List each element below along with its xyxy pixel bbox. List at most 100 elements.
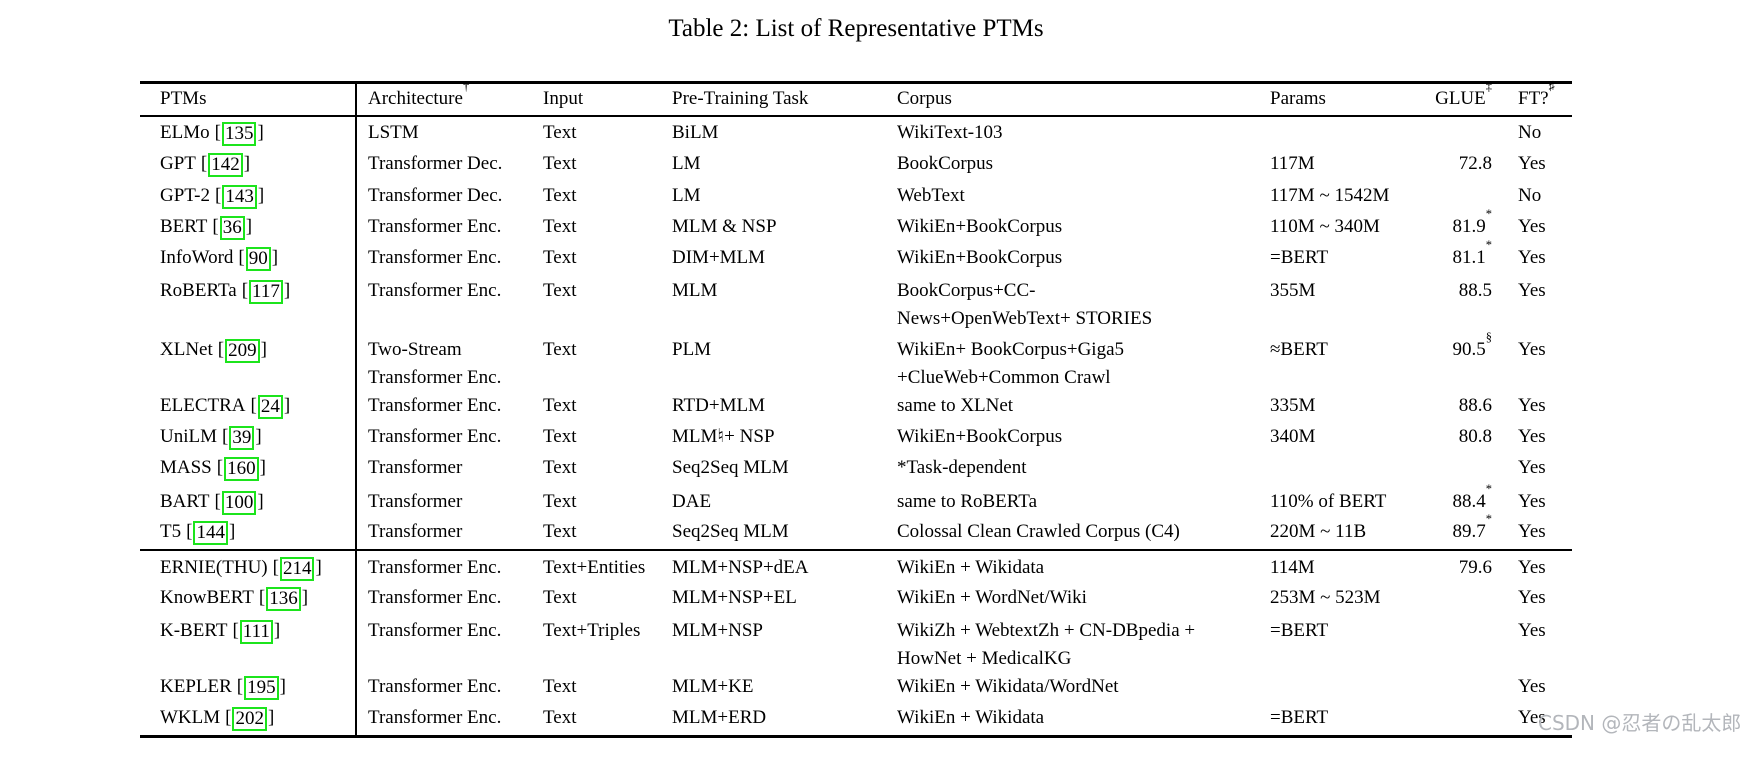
ft-cell: Yes <box>1518 491 1546 512</box>
header-pretraining-task: Pre-Training Task <box>672 88 809 109</box>
ptm-cell: KnowBERT[136] <box>160 584 308 612</box>
glue-footnote-marker: * <box>1485 206 1492 221</box>
pretraining-task-cell: MLM+NSP+dEA <box>672 557 809 578</box>
corpus-line1: WikiEn+ BookCorpus+Giga5 <box>897 339 1125 360</box>
citation-link[interactable]: 24 <box>257 395 283 419</box>
corpus-cell: WikiEn+BookCorpus <box>897 213 1062 269</box>
corpus-line1: WikiEn + Wikidata <box>897 557 1045 578</box>
citation-link[interactable]: 90 <box>245 247 271 271</box>
table-header-rule <box>140 115 1572 117</box>
input-cell: Text <box>543 216 577 237</box>
corpus-line2 <box>897 732 1044 760</box>
architecture-line2: Transformer Enc. <box>368 367 502 388</box>
corpus-line1: WikiZh + WebtextZh + CN-DBpedia + <box>897 620 1196 641</box>
table-group-separator-rule <box>140 549 1572 551</box>
header-corpus: Corpus <box>897 88 952 109</box>
corpus-cell: WikiEn+BookCorpus <box>897 244 1062 300</box>
cite-bracket-open: [ <box>200 153 208 174</box>
pretraining-task-cell: MLM+NSP <box>672 620 763 641</box>
ft-cell: Yes <box>1518 676 1546 697</box>
corpus-line1: Colossal Clean Crawled Corpus (C4) <box>897 521 1180 542</box>
citation-link[interactable]: 160 <box>224 457 259 481</box>
input-cell: Text+Triples <box>543 620 641 641</box>
glue-value: 88.5 <box>1458 280 1492 301</box>
ptm-cell: K-BERT[111] <box>160 617 280 645</box>
cite-bracket-open: [ <box>214 491 221 512</box>
corpus-cell: WikiEn + Wikidata/WordNet <box>897 673 1119 729</box>
ft-cell: Yes <box>1518 557 1546 578</box>
ptm-label: GPT-2 <box>160 185 210 206</box>
citation-link[interactable]: 39 <box>229 426 255 450</box>
cite-bracket-close: ] <box>260 339 267 360</box>
ft-cell: Yes <box>1518 620 1546 641</box>
citation-link[interactable]: 136 <box>266 587 301 611</box>
cite-bracket-open: [ <box>216 457 224 478</box>
citation-link[interactable]: 144 <box>193 521 228 545</box>
input-cell: Text+Entities <box>543 557 646 578</box>
header-ptms: PTMs <box>160 88 207 109</box>
corpus-cell: BookCorpus+CC- News+OpenWebText+ STORIES <box>897 277 1152 333</box>
citation-link[interactable]: 214 <box>279 557 315 581</box>
input-cell: Text <box>543 122 577 143</box>
ptm-cell: BERT[36] <box>160 213 252 241</box>
citation-link[interactable]: 117 <box>249 280 283 304</box>
table-bottom-rule <box>140 735 1572 738</box>
corpus-cell: same to XLNet <box>897 392 1013 448</box>
citation-link[interactable]: 135 <box>221 122 257 146</box>
pretraining-task-cell: PLM <box>672 339 712 360</box>
pretraining-task-cell: DAE <box>672 491 712 512</box>
cite-bracket-close: ] <box>259 457 266 478</box>
table-row: InfoWord[90] Transformer Enc. Text DIM+M… <box>140 238 1572 272</box>
ptm-cell: WKLM[202] <box>160 704 274 732</box>
pretraining-task-cell: Seq2Seq MLM <box>672 521 789 542</box>
ft-cell: Yes <box>1518 395 1546 416</box>
citation-link[interactable]: 195 <box>244 676 279 700</box>
architecture-line1: Transformer Enc. <box>368 426 502 447</box>
glue-footnote-marker: * <box>1485 481 1492 496</box>
architecture-line1: Transformer Enc. <box>368 707 502 728</box>
table-row: KnowBERT[136] Transformer Enc. Text MLM+… <box>140 584 1572 612</box>
ptm-cell: XLNet[209] <box>160 336 267 364</box>
glue-cell: 88.5 <box>1380 277 1492 305</box>
glue-cell: 72.8 <box>1380 150 1492 178</box>
cite-bracket-open: [ <box>217 339 225 360</box>
citation-link[interactable]: 202 <box>232 707 267 731</box>
params-cell: 114M <box>1270 557 1315 578</box>
citation-link[interactable]: 111 <box>239 620 273 644</box>
input-cell: Text <box>543 676 577 697</box>
ft-cell: Yes <box>1518 457 1546 478</box>
architecture-cell: Transformer Enc. <box>368 277 501 333</box>
architecture-cell: Transformer Enc. <box>368 554 501 610</box>
corpus-cell: WikiEn + WordNet/Wiki <box>897 584 1087 640</box>
table-row: GPT[142] Transformer Dec. Text LM BookCo… <box>140 150 1572 178</box>
glue-value: 79.6 <box>1458 557 1492 578</box>
table-row: KEPLER[195] Transformer Enc. Text MLM+KE… <box>140 673 1572 701</box>
params-cell: 110% of BERT <box>1270 491 1387 512</box>
corpus-line1: BookCorpus+CC- <box>897 280 1036 301</box>
citation-link[interactable]: 209 <box>225 339 260 363</box>
cite-bracket-open: [ <box>250 395 257 416</box>
table-row: T5[144] Transformer Text Seq2Seq MLM Col… <box>140 512 1572 546</box>
glue-footnote-marker: * <box>1485 237 1492 252</box>
citation-link[interactable]: 100 <box>221 491 257 515</box>
citation-link[interactable]: 142 <box>208 153 243 177</box>
params-cell: 253M ~ 523M <box>1270 587 1381 608</box>
citation-link[interactable]: 36 <box>219 216 245 240</box>
citation-link[interactable]: 143 <box>222 185 257 209</box>
corpus-line1: WikiEn+BookCorpus <box>897 247 1063 268</box>
cite-bracket-close: ] <box>257 185 265 206</box>
table-row: ERNIE(THU)[214] Transformer Enc. Text+En… <box>140 554 1572 582</box>
ptm-cell: MASS[160] <box>160 454 266 482</box>
column-divider-rule <box>355 81 357 738</box>
table-row: WKLM[202] Transformer Enc. Text MLM+ERD … <box>140 704 1572 732</box>
architecture-cell: Transformer Enc. <box>368 704 501 760</box>
cite-bracket-open: [ <box>258 587 266 608</box>
glue-cell: 89.7* <box>1380 512 1493 546</box>
ft-cell: No <box>1518 185 1542 206</box>
pretraining-task-cell: MLM & NSP <box>672 216 777 237</box>
pretraining-task-cell: MLM♮+ NSP <box>672 426 775 447</box>
table-row: ELMo[135] LSTM Text BiLM WikiText-103 No <box>140 119 1572 147</box>
corpus-cell: WikiEn + Wikidata <box>897 704 1044 760</box>
table-header-row: PTMs Architecture† Input Pre-Training Ta… <box>140 79 1572 113</box>
corpus-line1: BookCorpus <box>897 153 994 174</box>
